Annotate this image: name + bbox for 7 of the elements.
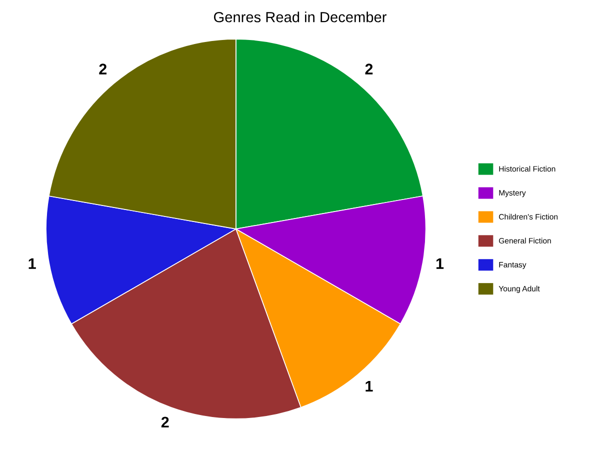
- data-label: 1: [28, 258, 36, 269]
- data-label: 1: [366, 380, 373, 392]
- data-label: 2: [99, 64, 107, 74]
- data-label: 1: [436, 258, 444, 269]
- data-label: 2: [161, 416, 169, 428]
- chart-title: Genres Read in December: [214, 12, 386, 22]
- data-label: 2: [365, 64, 373, 74]
